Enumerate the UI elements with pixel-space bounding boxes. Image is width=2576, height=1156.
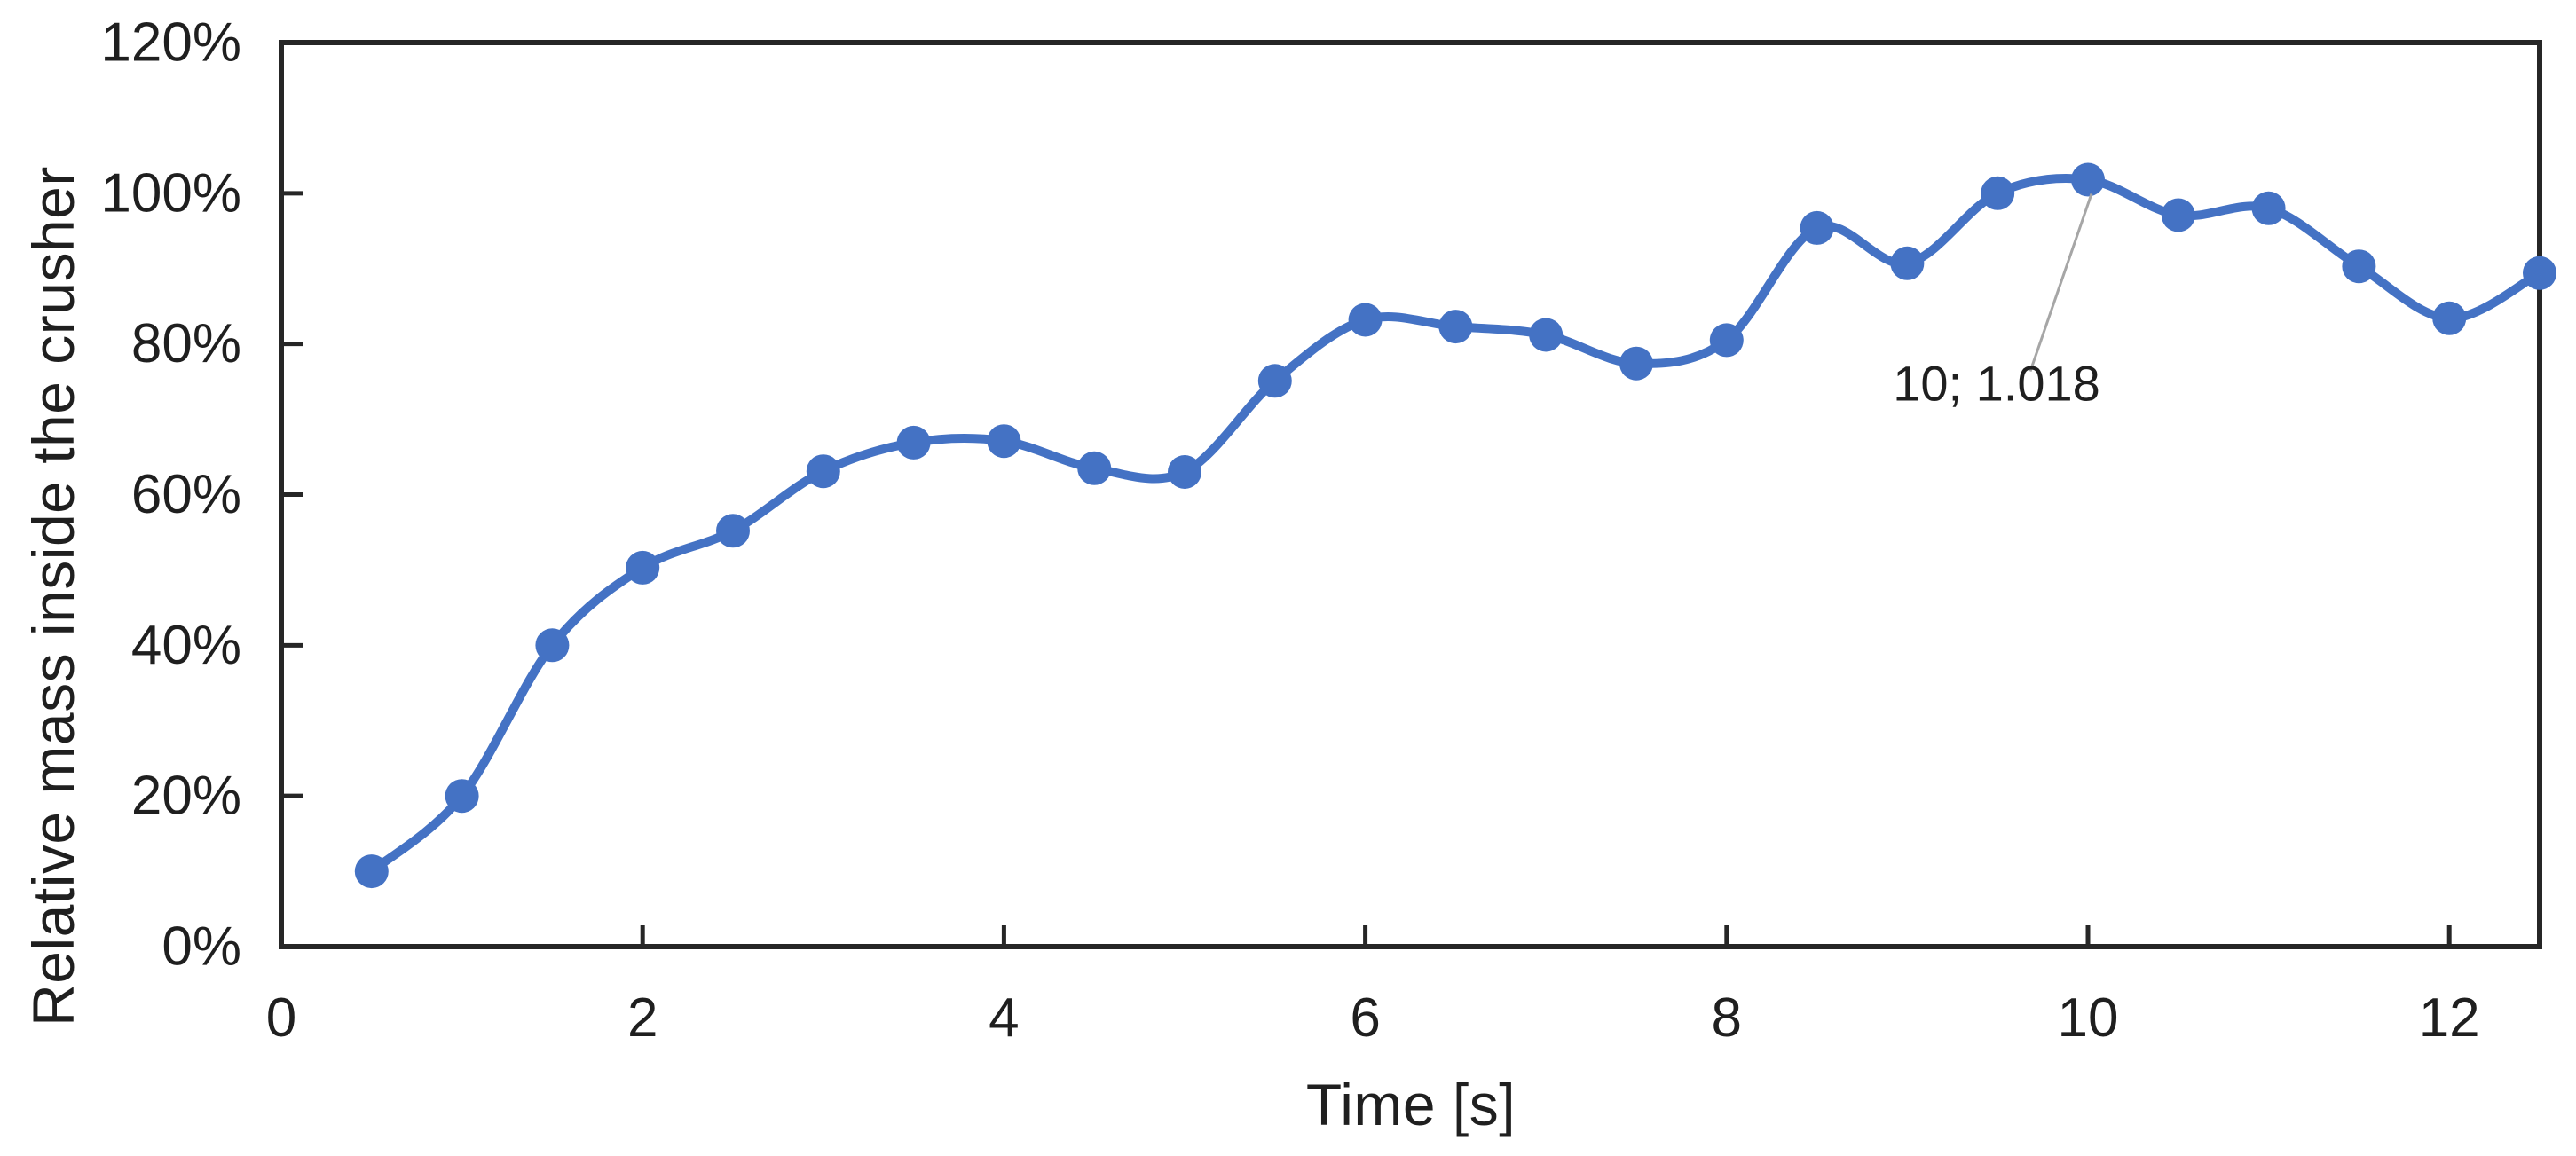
data-label-annotation: 10; 1.018 (1893, 355, 2100, 412)
series-marker (1981, 176, 2015, 210)
series-line (366, 173, 2544, 877)
series-marker (445, 779, 479, 814)
series-marker (806, 454, 840, 489)
series-marker (2251, 191, 2286, 225)
x-tick-label: 10 (2058, 987, 2119, 1049)
series-marker (1168, 455, 1201, 489)
series-marker (2342, 249, 2376, 284)
series-marker (1257, 364, 1292, 398)
x-tick-label: 8 (1712, 987, 1742, 1049)
series-marker (1348, 303, 1383, 337)
series-marker (354, 854, 389, 889)
y-tick-label: 20% (131, 766, 241, 827)
series-marker (1890, 246, 1925, 280)
x-tick-label: 0 (266, 987, 296, 1049)
y-tick-label: 80% (131, 313, 241, 374)
annotation-leader-line (2029, 193, 2093, 373)
y-tick-label: 120% (100, 12, 241, 74)
series-marker (896, 425, 931, 460)
series-marker (1619, 346, 1653, 381)
series-marker (2071, 162, 2105, 197)
y-tick-label: 60% (131, 464, 241, 525)
series-marker (987, 424, 1021, 459)
y-tick-label: 40% (131, 615, 241, 676)
series-marker (1077, 451, 1112, 485)
x-axis-title: Time [s] (1305, 1072, 1516, 1137)
series-marker (716, 514, 750, 548)
y-tick-label: 100% (100, 162, 241, 224)
x-tick-label: 2 (627, 987, 658, 1049)
series-marker (626, 550, 660, 585)
x-tick-label: 12 (2419, 987, 2480, 1049)
series-marker (2432, 301, 2467, 335)
plot-border (279, 40, 2542, 949)
series-marker (2523, 256, 2556, 290)
series-marker (1438, 310, 1473, 344)
y-axis-title: Relative mass inside the crusher (20, 166, 86, 1026)
x-tick-label: 4 (989, 987, 1019, 1049)
series-marker (1800, 210, 1834, 245)
x-tick-label: 6 (1350, 987, 1380, 1049)
series-marker (2161, 198, 2195, 232)
series-marker (1529, 318, 1564, 352)
y-tick-label: 0% (161, 916, 241, 978)
series-marker (1709, 323, 1744, 358)
series-marker (535, 628, 570, 663)
